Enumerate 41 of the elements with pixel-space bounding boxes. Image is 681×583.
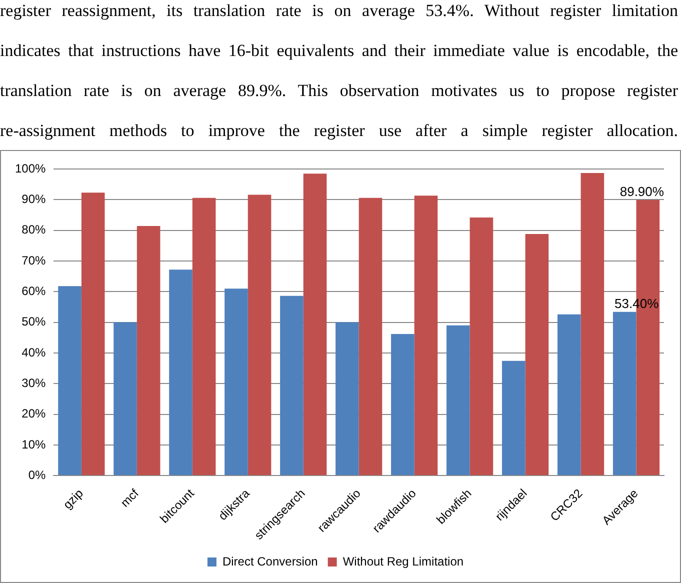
y-tick-label: 70%: [22, 253, 46, 268]
bar: [358, 198, 382, 476]
bar: [580, 172, 604, 476]
bar: [525, 234, 549, 476]
bar: [612, 312, 636, 476]
y-tick-label: 80%: [22, 222, 46, 237]
bar: [303, 174, 327, 476]
bar: [248, 194, 272, 476]
bar: [446, 325, 470, 476]
y-tick-label: 30%: [22, 376, 46, 390]
bar: [336, 322, 359, 476]
y-tick-label: 0%: [28, 468, 46, 482]
legend-label: Without Reg Limitation: [342, 554, 464, 568]
x-tick-label: mcf: [118, 486, 142, 510]
bar: [470, 217, 494, 476]
y-tick-label: 90%: [22, 192, 46, 206]
bar: [502, 360, 526, 476]
y-tick-label: 40%: [22, 345, 46, 360]
text: translation rate is on average 89.9%. This observation motivates us to propose register: [0, 80, 678, 102]
data-label: 89.90%: [620, 184, 664, 200]
bar: [192, 198, 216, 476]
text: register reassignment, its translation rate is on average 53.4%. Without register limitation: [0, 0, 678, 22]
bar: [81, 192, 105, 476]
y-tick-label: 20%: [22, 406, 46, 421]
y-tick-label: 100%: [14, 161, 46, 176]
legend-label: Direct Conversion: [222, 554, 318, 568]
text: re-assignment methods to improve the register use after a simple register allocation.: [0, 120, 678, 142]
bar: [169, 270, 192, 476]
x-tick-label: gzip: [60, 486, 86, 512]
y-tick-label: 50%: [22, 314, 46, 329]
bar: [136, 226, 160, 476]
bar: [224, 288, 248, 476]
bar: [114, 322, 137, 476]
bar: [557, 314, 581, 476]
bar: [414, 196, 438, 476]
bar: [58, 286, 82, 476]
y-tick-label: 60%: [22, 284, 46, 298]
bar: [280, 296, 304, 476]
text: indicates that instructions have 16-bit equivalents and their immediate value is encodable, the: [0, 40, 678, 62]
bar: [391, 334, 414, 476]
y-tick-label: 10%: [22, 437, 46, 452]
